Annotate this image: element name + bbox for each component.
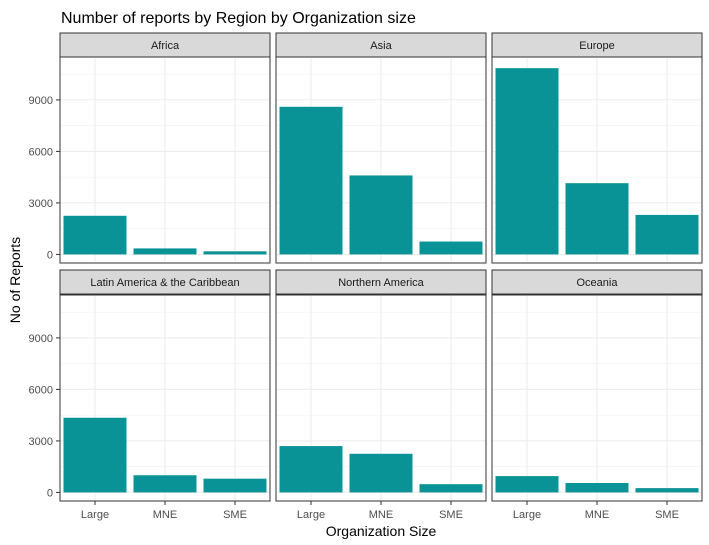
bar-sme: [203, 478, 267, 493]
bar-large: [63, 215, 127, 255]
y-tick-label: 6000: [29, 146, 53, 158]
panel-border: [491, 56, 703, 264]
y-axis-title: No of Reports: [7, 237, 23, 323]
bar-sme: [635, 488, 699, 493]
x-tick-label: SME: [439, 509, 463, 521]
bar-mne: [349, 453, 413, 493]
x-tick-label: Large: [81, 509, 109, 521]
strip-label: Oceania: [577, 277, 619, 289]
x-tick-label: MNE: [153, 509, 177, 521]
facet-panel-0: Africa 0 3000 6000 9000: [29, 32, 271, 264]
bar-large: [63, 417, 127, 493]
strip-label: Europe: [579, 40, 614, 52]
x-tick-label: SME: [223, 509, 247, 521]
bar-large: [279, 446, 343, 493]
strip-label: Africa: [151, 40, 180, 52]
y-tick-label: 9000: [29, 95, 53, 107]
bar-large: [495, 68, 559, 255]
bar-mne: [133, 248, 197, 255]
strip-background: [275, 269, 487, 295]
x-tick-label: Large: [297, 509, 325, 521]
strip-background: [491, 32, 703, 58]
facet-panel-4: Northern America Large MNE SME: [275, 269, 487, 521]
bar-large: [279, 106, 343, 255]
facet-panel-3: Latin America & the Caribbean 0 3000 6000 90…: [29, 269, 271, 521]
facet-panels: Africa 0 3000 6000 9000 Asia Europe Latin Ameri…: [29, 32, 703, 521]
chart-title: Number of reports by Region by Organizat…: [61, 10, 416, 27]
bar-sme: [419, 484, 483, 493]
bar-mne: [133, 475, 197, 493]
strip-background: [59, 32, 271, 58]
x-tick-label: MNE: [585, 509, 609, 521]
panel-border: [59, 56, 271, 264]
panel-border: [275, 56, 487, 264]
strip-background: [275, 32, 487, 58]
y-tick-label: 9000: [29, 333, 53, 345]
y-tick-label: 0: [47, 487, 53, 499]
x-tick-label: Large: [513, 509, 541, 521]
x-tick-label: SME: [655, 509, 679, 521]
bar-mne: [349, 175, 413, 255]
y-tick-label: 3000: [29, 198, 53, 210]
bar-large: [495, 476, 559, 493]
facet-panel-1: Asia: [275, 32, 487, 264]
y-tick-label: 6000: [29, 384, 53, 396]
bar-sme: [635, 214, 699, 255]
strip-label: Northern America: [338, 277, 424, 289]
facet-panel-5: Oceania Large MNE SME: [491, 269, 703, 521]
strip-background: [59, 269, 271, 295]
bar-sme: [203, 251, 267, 255]
bar-sme: [419, 241, 483, 255]
y-tick-label: 3000: [29, 436, 53, 448]
facet-panel-2: Europe: [491, 32, 703, 264]
strip-label: Latin America & the Caribbean: [90, 277, 239, 289]
strip-label: Asia: [370, 40, 392, 52]
bar-mne: [565, 482, 629, 493]
y-tick-label: 0: [47, 249, 53, 261]
bar-mne: [565, 183, 629, 255]
x-tick-label: MNE: [369, 509, 393, 521]
strip-background: [491, 269, 703, 295]
x-axis-title: Organization Size: [326, 523, 437, 539]
